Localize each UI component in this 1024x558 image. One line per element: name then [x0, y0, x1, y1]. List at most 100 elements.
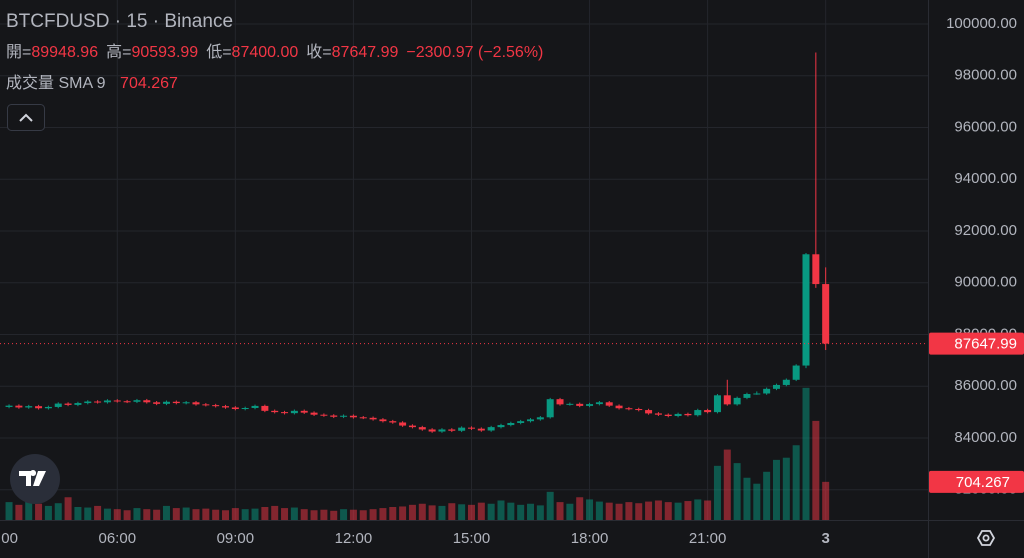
volume-bar [320, 509, 328, 520]
x-tick-label: 09:00 [217, 530, 255, 547]
volume-bar [330, 510, 338, 520]
volume-value: 704.267 [120, 75, 178, 92]
volume-bar [103, 508, 111, 520]
candle-body [802, 254, 810, 366]
candle-body [586, 404, 594, 406]
legend-value: 87400.00 [232, 44, 299, 61]
settings-button[interactable] [976, 530, 996, 546]
candle-body [792, 365, 800, 380]
volume-bar [222, 510, 230, 520]
volume-bar [182, 507, 190, 520]
volume-bar [694, 499, 702, 520]
candle-body [320, 414, 328, 416]
volume-bar [340, 509, 348, 520]
volume-axis-label: 704.267 [956, 474, 1010, 491]
volume-bar [261, 507, 269, 520]
candle-body [772, 384, 780, 389]
candle-body [84, 401, 92, 404]
volume-bar [546, 491, 554, 520]
candle-body [281, 412, 289, 414]
candle-body [743, 394, 751, 398]
logo[interactable] [10, 454, 60, 504]
volume-bar [74, 507, 82, 520]
volume-bar [5, 502, 13, 520]
candle-body [202, 404, 210, 406]
candle-body [349, 415, 357, 418]
volume-bar [605, 502, 613, 520]
volume-bar [743, 477, 751, 520]
volume-bar [399, 506, 407, 520]
collapse-button-frame[interactable] [7, 104, 45, 131]
candle-body [664, 414, 672, 417]
volume-bar [162, 505, 170, 520]
grid [0, 0, 928, 520]
candle-body [340, 415, 348, 417]
volume-bar [408, 504, 416, 520]
candle-body [812, 254, 820, 285]
candle-body [408, 425, 416, 428]
candle-body [359, 417, 367, 419]
x-tick-label: 3 [822, 530, 830, 547]
y-tick-label: 94000.00 [954, 170, 1017, 187]
volume-bar [359, 510, 367, 520]
volume-bar [566, 503, 574, 520]
candle-body [113, 400, 121, 402]
candle-body [625, 408, 633, 410]
volume-legend: 成交量 SMA 9 704.267 [6, 74, 178, 92]
volume-bar [497, 500, 505, 520]
candle-body [162, 401, 170, 404]
x-tick-label: 21:00 [689, 530, 727, 547]
y-tick-label: 96000.00 [954, 118, 1017, 135]
candle-body [54, 403, 62, 407]
volume-bar [251, 508, 259, 520]
ohlc-legend: 開=89948.96 高=90593.99 低=87400.00 收=87647.99… [6, 43, 543, 61]
volume-bar [15, 504, 23, 520]
volume-bar [300, 509, 308, 520]
candle-body [300, 410, 308, 413]
volume-bar [64, 497, 72, 520]
candle-body [103, 400, 111, 403]
volume-bar [212, 509, 220, 520]
candle-body [467, 427, 475, 429]
candle-body [615, 405, 623, 409]
y-tick-label: 84000.00 [954, 429, 1017, 446]
logo-circle[interactable] [10, 454, 60, 504]
symbol-title: BTCFDUSD · 15 · Binance [6, 11, 233, 32]
candle-body [782, 379, 790, 385]
candle-body [477, 428, 485, 431]
candle-body [153, 402, 161, 404]
candle-body [576, 403, 584, 406]
volume-bar [448, 503, 456, 520]
candle-body [458, 427, 466, 431]
volume-bar [723, 449, 731, 520]
y-tick-label: 98000.00 [954, 67, 1017, 84]
candle-body [369, 417, 377, 420]
volume-bar [153, 509, 161, 520]
volume-bar [369, 509, 377, 520]
volume-bar [172, 508, 180, 520]
candle-body [35, 406, 43, 409]
candle-body [330, 415, 338, 417]
volume-bar [713, 465, 721, 520]
candle-body [261, 405, 269, 411]
legend-label: 收= [306, 43, 331, 61]
candle-body [5, 405, 13, 407]
volume-bar [113, 509, 121, 520]
collapse-button[interactable] [7, 104, 45, 131]
volume-bar [54, 503, 62, 520]
candle-body [497, 425, 505, 428]
volume-bar [458, 504, 466, 520]
candle-body [212, 405, 220, 407]
volume-bar [25, 501, 33, 520]
candle-body [133, 400, 141, 402]
y-tick-label: 100000.00 [946, 15, 1017, 32]
legend-label: 高= [106, 43, 131, 61]
candle-body [222, 406, 230, 408]
volume-bar [349, 509, 357, 520]
candle-body [723, 395, 731, 405]
settings-icon[interactable] [976, 530, 996, 546]
candle-body [271, 410, 279, 413]
candle-body [64, 403, 72, 405]
candle-body [399, 422, 407, 426]
